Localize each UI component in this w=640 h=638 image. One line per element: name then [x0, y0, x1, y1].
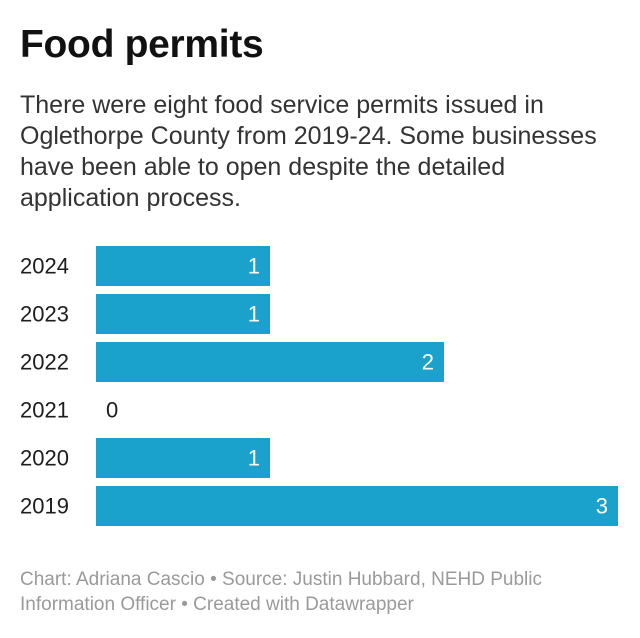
bar-2022 [96, 342, 444, 382]
value-label-2019: 3 [596, 494, 608, 519]
category-label-2022: 2022 [20, 350, 69, 375]
bar-2023 [96, 294, 270, 334]
bar-2024 [96, 246, 270, 286]
category-label-2019: 2019 [20, 494, 69, 519]
category-label-2023: 2023 [20, 302, 69, 327]
value-label-2022: 2 [422, 350, 434, 375]
category-label-2024: 2024 [20, 254, 69, 279]
chart-footer: Chart: Adriana Cascio • Source: Justin H… [20, 569, 542, 615]
bar-2020 [96, 438, 270, 478]
bar-chart: 2024 1 2023 1 2022 2 2021 0 2020 1 2019 3 [20, 246, 618, 526]
category-label-2020: 2020 [20, 446, 69, 471]
chart-title: Food permits [20, 23, 264, 66]
chart-subtitle: There were eight food service permits is… [20, 91, 597, 212]
category-label-2021: 2021 [20, 398, 69, 423]
value-label-2023: 1 [248, 302, 260, 327]
value-label-2020: 1 [248, 446, 260, 471]
value-label-2021: 0 [106, 398, 118, 423]
bar-2019 [96, 486, 618, 526]
value-label-2024: 1 [248, 254, 260, 279]
